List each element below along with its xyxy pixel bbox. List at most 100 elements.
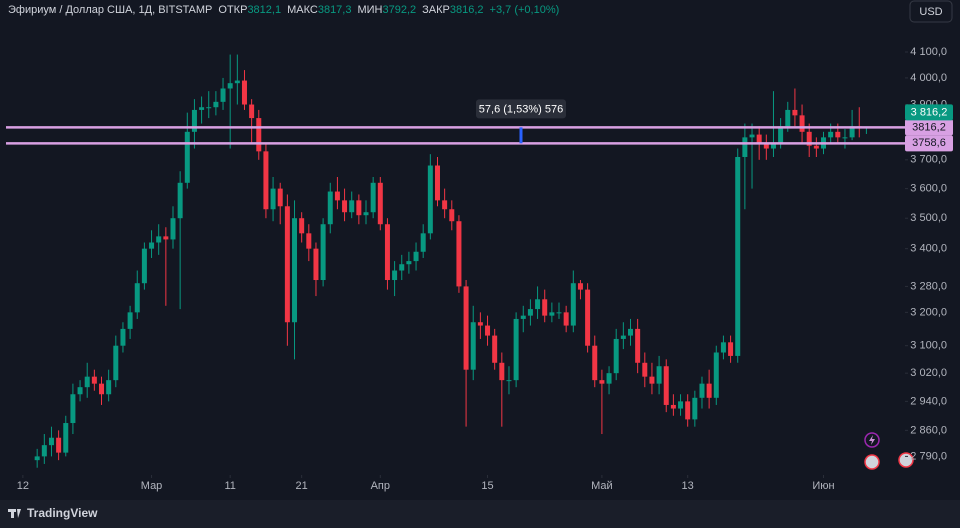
candle-body bbox=[463, 286, 469, 370]
candle-body bbox=[649, 376, 655, 384]
candle-body bbox=[770, 142, 776, 149]
candle-body bbox=[792, 109, 798, 116]
candle-body bbox=[442, 200, 448, 210]
candle-body bbox=[292, 218, 298, 323]
candle-body bbox=[356, 200, 362, 216]
candle-body bbox=[549, 312, 555, 316]
candle-body bbox=[456, 221, 462, 287]
candle-body bbox=[399, 264, 405, 271]
y-tick-label: 3 700,0 bbox=[910, 154, 947, 166]
candle-body bbox=[813, 145, 819, 149]
candle-body bbox=[720, 342, 726, 353]
candle-body bbox=[527, 309, 533, 316]
low-value: 3792,2 bbox=[383, 4, 417, 16]
candle-body bbox=[313, 248, 319, 281]
candle-body bbox=[556, 312, 562, 314]
candle-body bbox=[84, 376, 90, 388]
candle-body bbox=[828, 131, 834, 138]
candle-body bbox=[170, 218, 176, 240]
high-value: 3817,3 bbox=[318, 4, 352, 16]
y-tick-label: 2 940,0 bbox=[910, 395, 947, 407]
candle-body bbox=[263, 151, 269, 210]
symbol-title: Эфириум / Доллар США, 1Д, BITSTAMP bbox=[8, 4, 212, 16]
candle-body bbox=[477, 322, 483, 326]
x-tick-label: Июн bbox=[812, 480, 834, 492]
candle-body bbox=[642, 362, 648, 377]
candle-body bbox=[592, 345, 598, 381]
candle-body bbox=[420, 233, 426, 252]
candle-body bbox=[334, 191, 340, 201]
candle-body bbox=[227, 83, 233, 89]
candle-body bbox=[277, 188, 283, 207]
candle-body bbox=[735, 156, 741, 356]
candle-body bbox=[635, 328, 641, 363]
x-tick-label: Апр bbox=[371, 480, 390, 492]
branding: TradingView bbox=[27, 506, 98, 520]
candle-body bbox=[427, 165, 433, 234]
candle-body bbox=[842, 137, 848, 139]
candle-body bbox=[213, 101, 219, 108]
candle-body bbox=[249, 104, 255, 119]
close-value: 3816,2 bbox=[450, 4, 484, 16]
candle-body bbox=[849, 126, 855, 138]
footer-bar bbox=[0, 500, 960, 528]
candle-body bbox=[241, 80, 247, 105]
candle-body bbox=[520, 315, 526, 319]
candle-body bbox=[599, 380, 605, 384]
candle-body bbox=[406, 261, 412, 265]
candle-body bbox=[120, 328, 126, 346]
y-tick-label: 3 100,0 bbox=[910, 340, 947, 352]
candle-body bbox=[256, 118, 262, 152]
y-tick-label: 2 790,0 bbox=[910, 450, 947, 462]
y-tick-label: 3 400,0 bbox=[910, 243, 947, 255]
candle-body bbox=[113, 345, 119, 381]
candle-body bbox=[763, 142, 769, 149]
price-tag-label: 3758,6 bbox=[912, 137, 946, 149]
candle-body bbox=[299, 218, 305, 234]
event-icon[interactable] bbox=[864, 432, 880, 448]
flag-icon[interactable] bbox=[864, 454, 880, 470]
candle-body bbox=[363, 212, 369, 216]
candle-body bbox=[56, 437, 62, 453]
change-value: +3,7 (+0,10%) bbox=[490, 4, 560, 16]
measure-box bbox=[476, 99, 566, 119]
y-tick-label: 3 280,0 bbox=[910, 280, 947, 292]
price-tag bbox=[905, 119, 953, 136]
candle-body bbox=[656, 366, 662, 384]
x-tick-label: 13 bbox=[682, 480, 694, 492]
currency-button[interactable] bbox=[909, 0, 953, 23]
logo bbox=[8, 509, 21, 518]
candle-body bbox=[706, 383, 712, 398]
candle-body bbox=[678, 401, 684, 409]
y-tick-label: 3 020,0 bbox=[910, 367, 947, 379]
candle-body bbox=[370, 182, 376, 213]
measure-label: 57,6 (1,53%) 576 bbox=[479, 103, 563, 115]
candle-body bbox=[177, 182, 183, 219]
candle-body bbox=[470, 322, 476, 370]
candle-body bbox=[670, 404, 676, 409]
flag-icon[interactable] bbox=[898, 452, 914, 468]
high-label: МАКС bbox=[287, 4, 318, 16]
candle-body bbox=[70, 394, 76, 424]
candle-body bbox=[127, 312, 133, 329]
candle-body bbox=[742, 137, 748, 157]
candle-body bbox=[785, 109, 791, 127]
candle-body bbox=[384, 224, 390, 281]
candle-body bbox=[270, 188, 276, 210]
candle-body bbox=[449, 209, 455, 222]
currency-label[interactable]: USD bbox=[919, 6, 942, 18]
candle-body bbox=[692, 397, 698, 420]
candle-body bbox=[377, 182, 383, 225]
candle-body bbox=[535, 299, 541, 310]
y-tick-label: 4 100,0 bbox=[910, 46, 947, 58]
candle-body bbox=[542, 299, 548, 316]
candle-body bbox=[499, 362, 505, 381]
candle-body bbox=[778, 126, 784, 143]
candle-body bbox=[620, 335, 626, 339]
candle-body bbox=[685, 401, 691, 420]
candle-body bbox=[163, 236, 169, 240]
candle-body bbox=[141, 248, 147, 284]
candle-body bbox=[749, 134, 755, 138]
candle-body bbox=[91, 376, 97, 384]
x-tick-label: 15 bbox=[481, 480, 493, 492]
